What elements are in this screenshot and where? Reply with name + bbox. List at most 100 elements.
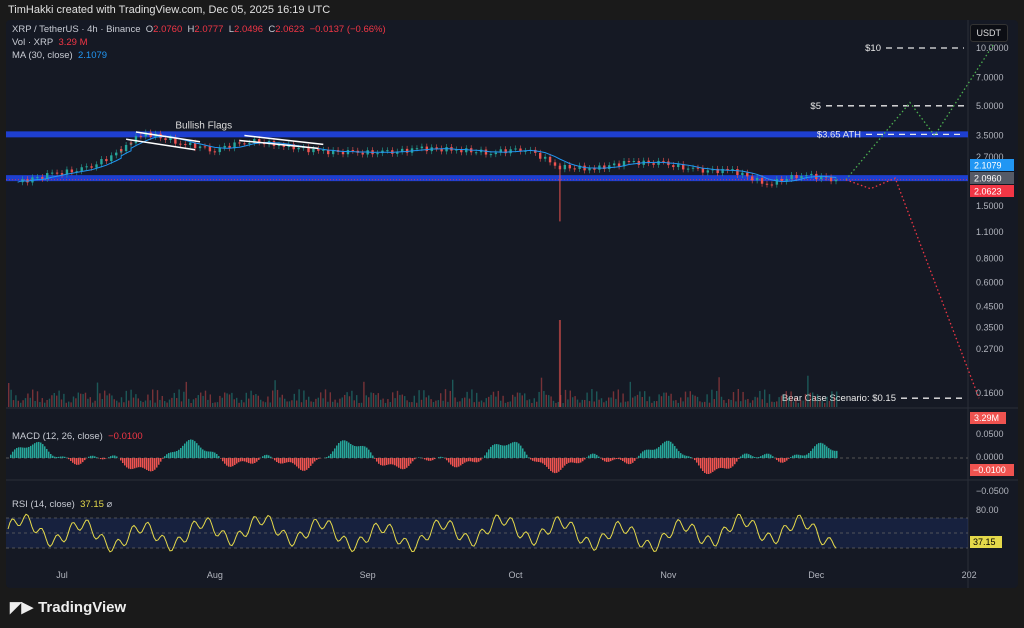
currency-button[interactable]: USDT: [969, 24, 1008, 42]
macd-histogram-bar: [248, 458, 250, 464]
candle-body: [36, 177, 39, 179]
price-label-box: [970, 159, 1014, 171]
o-label: O: [145, 24, 154, 35]
volume-bar: [819, 401, 821, 407]
macd-histogram-bar: [288, 458, 290, 463]
candle-body: [795, 175, 798, 179]
macd-histogram-bar: [648, 449, 650, 458]
x-tick-label: Oct: [509, 570, 524, 580]
macd-histogram-bar: [792, 455, 794, 458]
volume-bar: [89, 397, 91, 407]
candle-body: [100, 159, 103, 165]
macd-histogram-bar: [128, 458, 130, 469]
volume-bar: [684, 391, 687, 407]
macd-histogram-bar: [664, 441, 666, 458]
volume-bar: [48, 398, 51, 407]
candle-body: [553, 162, 557, 166]
volume-bar: [444, 389, 447, 407]
macd-histogram-bar: [20, 447, 22, 458]
candle-body: [829, 177, 833, 182]
volume-bar: [804, 393, 807, 407]
macd-histogram-bar: [756, 457, 758, 458]
candle-body: [312, 148, 315, 153]
macd-histogram-bar: [578, 458, 580, 464]
macd-histogram-bar: [742, 454, 744, 458]
volume-bar: [80, 393, 82, 407]
candle-body: [203, 146, 207, 148]
macd-histogram-bar: [674, 446, 676, 458]
volume-bar: [190, 402, 192, 407]
volume-bar: [156, 390, 159, 407]
candle-body: [489, 154, 493, 156]
macd-histogram-bar: [828, 448, 830, 458]
candle-body: [50, 172, 54, 174]
macd-histogram-bar: [566, 458, 568, 464]
price-chart[interactable]: 10.0000 7.0000 5.0000 3.5000 2.7000 1.5000 1.1…: [6, 20, 1018, 588]
target-label: Bear Case Scenario: $0.15: [782, 393, 896, 404]
volume-bar: [17, 400, 19, 407]
volume-bar: [303, 390, 305, 407]
candle-body: [110, 155, 113, 162]
macd-histogram-bar: [516, 442, 518, 458]
volume-bar: [514, 396, 516, 407]
macd-histogram-bar: [404, 458, 406, 469]
volume-bar: [528, 399, 531, 407]
macd-histogram-bar: [214, 452, 216, 458]
volume-bar: [180, 401, 183, 407]
macd-histogram-bar: [526, 454, 528, 458]
macd-histogram-bar: [618, 458, 620, 460]
macd-histogram-bar: [306, 458, 308, 470]
volume-bar: [459, 401, 461, 407]
candle-body: [465, 148, 468, 153]
candle-body: [706, 170, 710, 173]
macd-histogram-bar: [282, 458, 284, 464]
macd-histogram-bar: [568, 458, 570, 463]
volume-bar: [716, 390, 718, 407]
macd-histogram-bar: [754, 457, 756, 458]
support-resistance-zone: [6, 131, 968, 138]
candle-body: [603, 165, 606, 170]
volume-bar: [764, 389, 766, 407]
volume-bar: [430, 399, 432, 407]
macd-histogram-bar: [784, 458, 786, 462]
macd-histogram-bar: [722, 458, 724, 469]
volume-bar: [512, 394, 514, 407]
macd-histogram-bar: [746, 453, 748, 458]
volume-bar: [332, 401, 334, 407]
macd-histogram-bar: [768, 453, 770, 458]
macd-histogram-bar: [766, 453, 768, 458]
volume-label-box: [970, 412, 1006, 424]
volume-bar: [144, 400, 147, 407]
candle-body: [60, 173, 64, 175]
candle-body: [632, 160, 636, 162]
macd-histogram-bar: [48, 451, 50, 458]
volume-bar: [132, 397, 135, 407]
macd-histogram-bar: [170, 452, 172, 458]
macd-histogram-bar: [652, 449, 654, 458]
macd-histogram-bar: [182, 445, 184, 458]
l-label: L: [228, 24, 235, 35]
volume-bar: [120, 397, 123, 407]
macd-histogram-bar: [154, 458, 156, 470]
candle-body: [440, 148, 443, 152]
volume-bar: [27, 393, 29, 407]
macd-histogram-bar: [112, 455, 114, 458]
y-tick-label: 1.1000: [976, 227, 1004, 237]
volume-bar: [509, 401, 511, 407]
macd-histogram-bar: [650, 449, 652, 458]
macd-histogram-bar: [656, 448, 658, 458]
volume-bar: [668, 395, 670, 407]
y-tick-label: 7.0000: [976, 73, 1004, 83]
volume-bar: [437, 400, 439, 407]
candle-body: [119, 149, 123, 152]
volume-bar: [670, 393, 672, 407]
candle-body: [820, 176, 823, 180]
volume-spike: [558, 320, 561, 407]
macd-histogram-bar: [290, 458, 292, 463]
macd-histogram-bar: [718, 458, 720, 469]
volume-bar: [149, 400, 151, 407]
volume-bar: [36, 391, 39, 407]
chart-frame[interactable]: 10.0000 7.0000 5.0000 3.5000 2.7000 1.5000 1.1…: [6, 20, 1018, 588]
candle-body: [563, 164, 567, 170]
volume-bar: [252, 395, 255, 407]
